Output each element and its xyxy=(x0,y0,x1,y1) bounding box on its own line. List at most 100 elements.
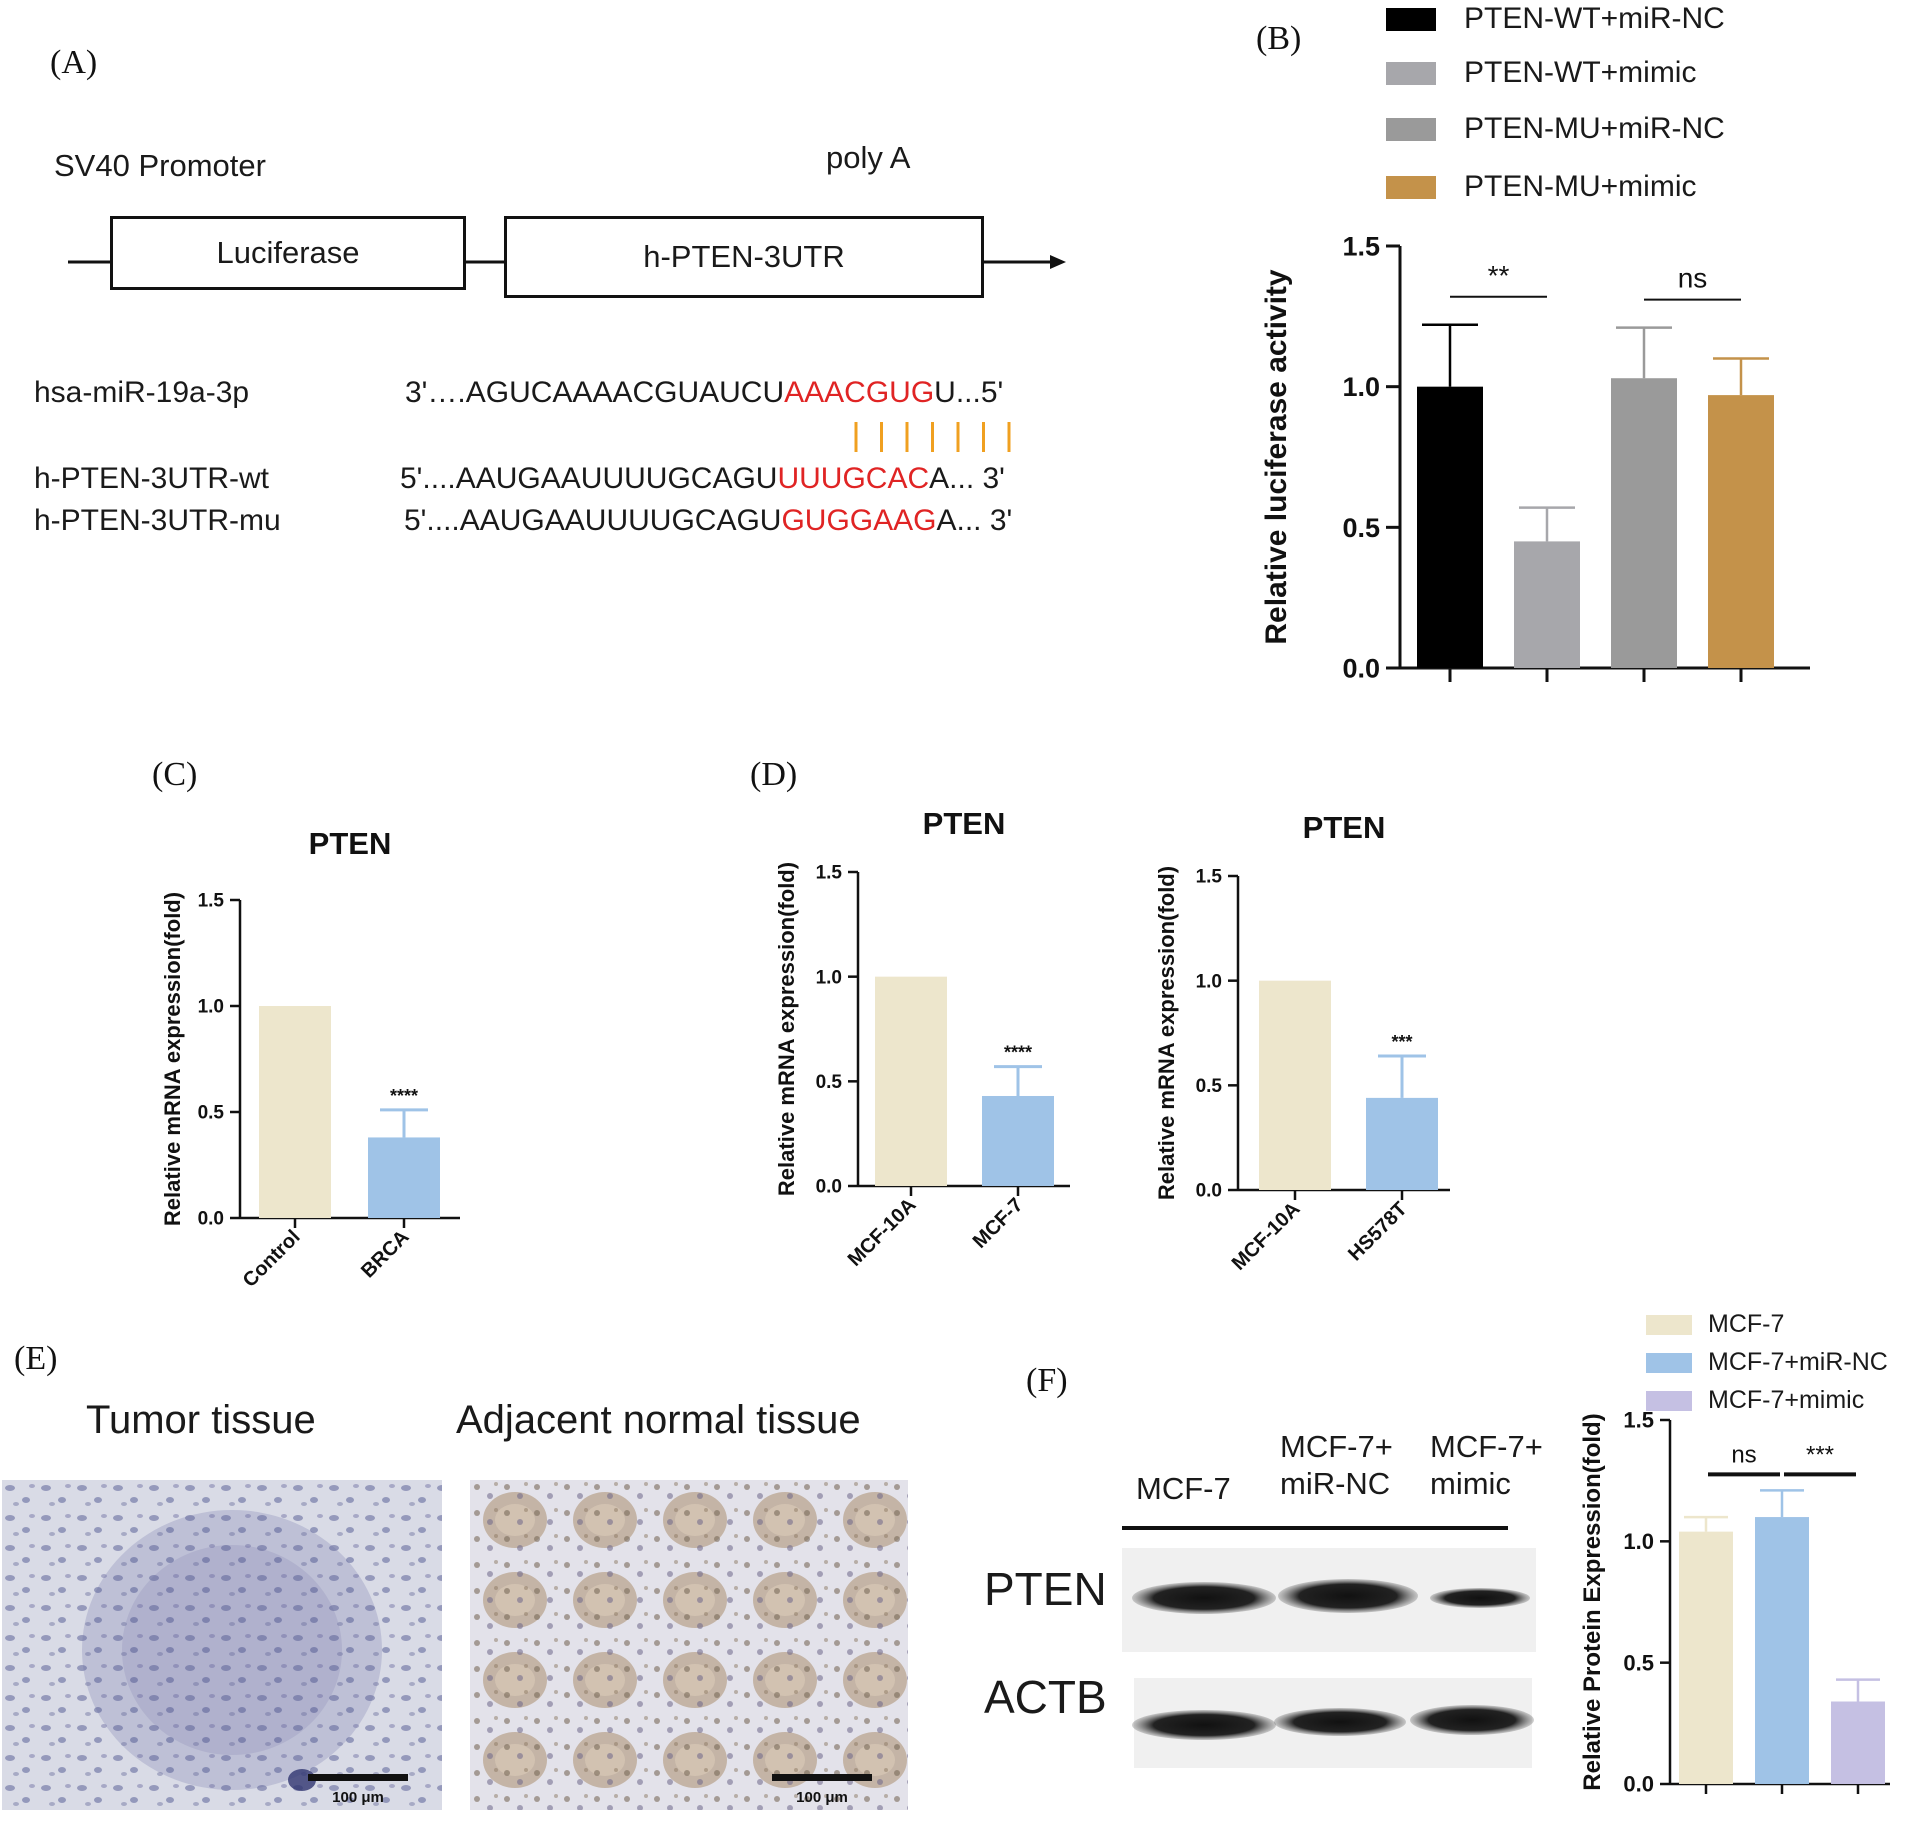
blot-column-label: MCF-7+ miR-NC xyxy=(1280,1429,1393,1502)
legend-swatch xyxy=(1646,1352,1692,1373)
y-axis-label: Relative mRNA expression(fold) xyxy=(774,862,799,1196)
x-tick-label: BRCA xyxy=(357,1226,413,1282)
bar xyxy=(1514,541,1580,668)
panel-e-letter: (E) xyxy=(14,1340,58,1377)
y-tick-label: 1.0 xyxy=(816,967,842,988)
y-tick-label: 1.5 xyxy=(1623,1408,1654,1433)
scale-bar xyxy=(308,1774,408,1781)
pairing-marks xyxy=(854,422,1011,452)
chart-title: PTEN xyxy=(309,826,392,861)
blot-column-label: MCF-7 xyxy=(1136,1471,1231,1506)
luciferase-label: Luciferase xyxy=(216,235,360,270)
tumor-tissue-image: 100 μm xyxy=(2,1480,442,1810)
chart-luciferase: 0.0 0.5 1.0 1.5 Relative luciferase activity… xyxy=(1260,231,1810,683)
western-blot xyxy=(1122,1548,1536,1768)
y-axis-label: Relative mRNA expression(fold) xyxy=(160,892,185,1226)
legend-item: MCF-7 xyxy=(1646,1310,1784,1339)
legend-label: MCF-7+miR-NC xyxy=(1708,1348,1888,1376)
scale-bar-label: 100 μm xyxy=(332,1789,384,1806)
legend-item: MCF-7+mimic xyxy=(1646,1386,1864,1415)
x-tick-label: HS578T xyxy=(1344,1198,1411,1265)
legend-label: PTEN-WT+mimic xyxy=(1464,56,1697,89)
seq-highlight: UUUGCAC xyxy=(777,462,930,495)
y-axis-label: Relative Protein Expression(fold) xyxy=(1579,1413,1606,1790)
legend-item: PTEN-WT+miR-NC xyxy=(1386,2,1725,36)
seq-mirna: 3'….AGUCAAAACGUAUCUAAACGUGU...5' xyxy=(405,376,1003,410)
seq-prefix: 5'....AAUGAAUUUUGCAGU xyxy=(404,504,782,537)
panel-a-letter: (A) xyxy=(50,44,98,81)
chart-title: PTEN xyxy=(1303,810,1386,845)
bar xyxy=(1708,395,1774,668)
seq-suffix: A... 3' xyxy=(936,504,1013,537)
x-tick-label: Control xyxy=(239,1226,305,1292)
legend-swatch xyxy=(1386,61,1436,85)
polya-label: poly A xyxy=(826,140,911,175)
significance-label: ns xyxy=(1731,1441,1756,1468)
seq-wt: 5'....AAUGAAUUUUGCAGUUUUGCACA... 3' xyxy=(400,462,1005,496)
scale-bar-label: 100 μm xyxy=(796,1789,848,1806)
y-tick-label: 0.0 xyxy=(1623,1772,1654,1797)
seq-name-mu: h-PTEN-3UTR-mu xyxy=(34,504,281,537)
y-tick-label: 0.0 xyxy=(1342,653,1380,683)
bar xyxy=(1755,1517,1809,1784)
significance-label: **** xyxy=(1004,1043,1032,1063)
y-tick-label: 1.0 xyxy=(1342,372,1380,402)
legend-swatch xyxy=(1646,1314,1692,1335)
panel-c-letter: (C) xyxy=(152,756,198,793)
chart-protein-expression: 0.0 0.5 1.0 1.5 Relative Protein Expression(… xyxy=(1579,1408,1890,1797)
bar xyxy=(1366,1097,1438,1190)
blot-band-actb xyxy=(1274,1708,1406,1736)
chart-pten-mcf7: 0.0 0.5 1.0 1.5 MCF-10A MCF-7 Relative mRNA ex… xyxy=(774,806,1070,1271)
y-tick-label: 0.5 xyxy=(1342,513,1380,543)
bar xyxy=(875,976,947,1186)
blot-band-actb xyxy=(1410,1705,1534,1735)
significance-label: **** xyxy=(390,1086,418,1106)
blot-band-pten xyxy=(1278,1579,1418,1613)
blot-row-label-actb: ACTB xyxy=(984,1671,1107,1723)
bar xyxy=(368,1137,440,1218)
seq-highlight: AAACGUG xyxy=(784,376,935,409)
significance-label: ** xyxy=(1488,260,1510,291)
seq-suffix: U...5' xyxy=(934,376,1004,409)
scale-bar xyxy=(772,1774,872,1781)
y-tick-label: 0.0 xyxy=(1196,1181,1222,1202)
bar xyxy=(1417,386,1483,668)
legend-label: PTEN-WT+miR-NC xyxy=(1464,2,1725,35)
blot-column-label: MCF-7+ mimic xyxy=(1430,1429,1543,1502)
bar xyxy=(982,1095,1054,1186)
significance-label: ns xyxy=(1678,263,1708,294)
panel-d-letter: (D) xyxy=(750,756,798,793)
y-axis-label: Relative mRNA expression(fold) xyxy=(1154,866,1179,1200)
blot-row-label-pten: PTEN xyxy=(984,1563,1107,1615)
bar xyxy=(1259,980,1331,1190)
blot-band-pten xyxy=(1430,1588,1530,1608)
seq-suffix: A... 3' xyxy=(929,462,1005,495)
tumor-tissue-title: Tumor tissue xyxy=(86,1398,316,1442)
legend-swatch xyxy=(1386,117,1436,141)
construct-diagram xyxy=(68,255,1066,269)
luciferase-box: Luciferase xyxy=(110,216,466,290)
panel-b-letter: (B) xyxy=(1256,20,1302,57)
y-tick-label: 1.5 xyxy=(1196,867,1223,888)
blot-band-actb xyxy=(1132,1710,1276,1740)
seq-prefix: 5'....AAUGAAUUUUGCAGU xyxy=(400,462,778,495)
normal-tissue-image: 100 μm xyxy=(470,1480,908,1810)
y-tick-label: 1.5 xyxy=(816,863,843,884)
legend-swatch xyxy=(1386,175,1436,199)
legend-item: PTEN-MU+miR-NC xyxy=(1386,112,1725,146)
chart-pten-hs578t: 0.0 0.5 1.0 1.5 MCF-10A HS578T Relative mRNA e… xyxy=(1154,810,1450,1275)
y-tick-label: 1.0 xyxy=(1623,1529,1654,1554)
seq-highlight: GUGGAAG xyxy=(781,504,937,537)
legend-label: MCF-7 xyxy=(1708,1310,1785,1338)
y-tick-label: 1.0 xyxy=(1196,971,1222,992)
bar xyxy=(259,1006,331,1218)
chart-title: PTEN xyxy=(923,806,1006,841)
arrow-head-icon xyxy=(1050,255,1066,269)
pten-utr-label: h-PTEN-3UTR xyxy=(643,239,845,274)
y-tick-label: 0.5 xyxy=(198,1103,225,1124)
bar xyxy=(1611,378,1677,668)
seq-prefix: 3'….AGUCAAAACGUAUCU xyxy=(405,376,785,409)
significance-label: *** xyxy=(1806,1441,1834,1468)
chart-pten-tissue: 0.0 0.5 1.0 1.5 Control BRCA Relative mRNA exp… xyxy=(160,826,460,1292)
normal-tissue-title: Adjacent normal tissue xyxy=(456,1398,861,1442)
